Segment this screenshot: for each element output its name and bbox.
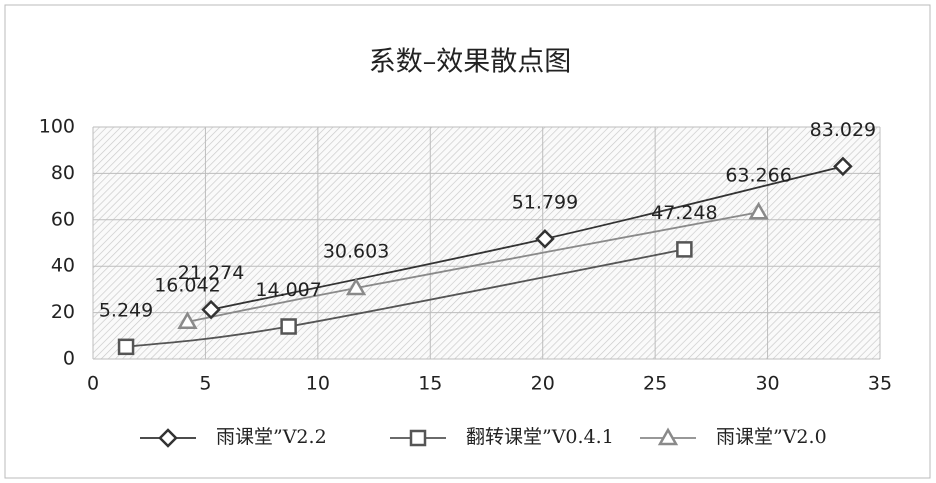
x-tick-label: 35 [868,373,892,395]
point [201,299,221,320]
data-label: 63.266 [725,165,791,187]
data-label: 51.799 [512,191,578,213]
chart-title: 系数–效果散点图 [369,47,572,78]
data-label: 30.603 [323,241,389,263]
data-label: 21.274 [178,262,244,284]
legend-text: 雨课堂”V2.2 [216,426,327,448]
data-label: 16.042 [154,274,220,296]
series-line [187,211,759,323]
data-label: 5.249 [99,299,153,321]
y-tick-label: 20 [51,301,75,323]
data-label: 47.248 [651,202,717,224]
plot-area [93,127,880,359]
y-tick-label: 60 [51,208,75,230]
point [657,427,679,446]
x-tick-label: 10 [306,373,330,395]
y-tick-label: 40 [51,255,75,277]
x-tick-label: 15 [418,373,442,395]
legend-text: 雨课堂”V2.0 [716,426,827,448]
x-tick-label: 25 [643,373,667,395]
y-tick-label: 100 [39,116,75,138]
data-label: 83.029 [810,119,876,141]
y-tick-label: 0 [63,348,75,370]
y-tick-label: 80 [51,162,75,184]
point [117,338,135,356]
series-line [125,248,685,348]
point [676,241,693,258]
point [409,429,427,447]
x-tick-label: 20 [531,373,555,395]
point [748,201,769,220]
point [158,428,178,448]
x-tick-label: 30 [755,373,779,395]
x-tick-label: 5 [199,373,211,395]
legend-text: 翻转课堂”V0.4.1 [466,426,614,448]
data-label: 14.007 [255,279,321,301]
point [177,311,198,330]
point [833,156,853,177]
x-tick-label: 0 [87,373,99,395]
point [535,229,555,249]
point [280,318,297,335]
point [345,277,367,296]
